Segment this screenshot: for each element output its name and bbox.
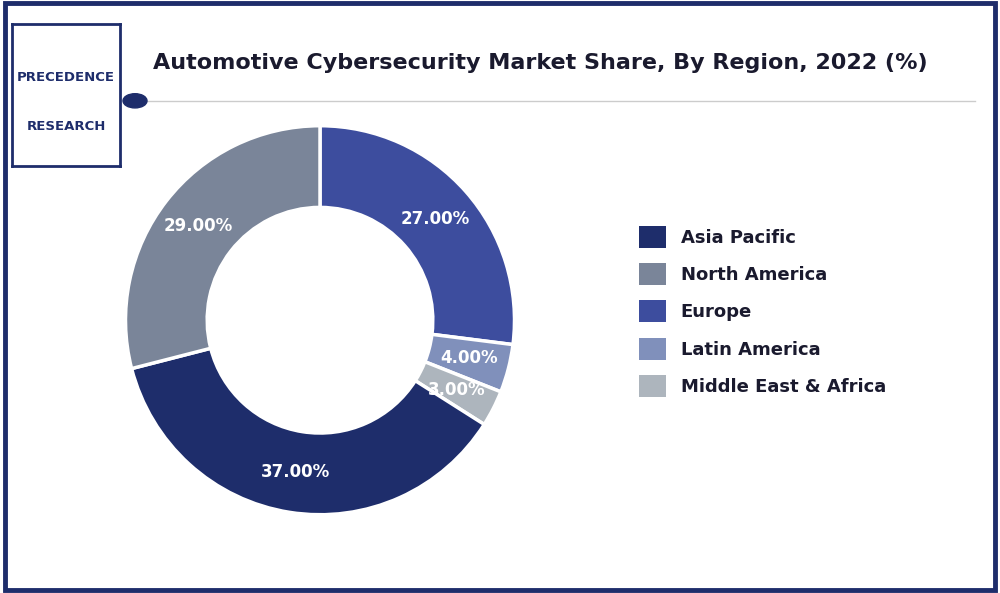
Text: PRECEDENCE: PRECEDENCE (17, 71, 115, 84)
Text: Automotive Cybersecurity Market Share, By Region, 2022 (%): Automotive Cybersecurity Market Share, B… (153, 53, 927, 74)
Text: 3.00%: 3.00% (428, 381, 486, 399)
Legend: Asia Pacific, North America, Europe, Latin America, Middle East & Africa: Asia Pacific, North America, Europe, Lat… (639, 225, 886, 397)
Wedge shape (425, 334, 513, 392)
Wedge shape (415, 362, 501, 425)
Text: 27.00%: 27.00% (401, 209, 470, 228)
Text: 4.00%: 4.00% (440, 349, 498, 368)
Text: RESEARCH: RESEARCH (26, 120, 106, 133)
Wedge shape (125, 126, 320, 369)
Text: 29.00%: 29.00% (164, 217, 233, 235)
Wedge shape (320, 126, 515, 345)
Wedge shape (132, 348, 484, 515)
Text: 37.00%: 37.00% (261, 463, 331, 481)
